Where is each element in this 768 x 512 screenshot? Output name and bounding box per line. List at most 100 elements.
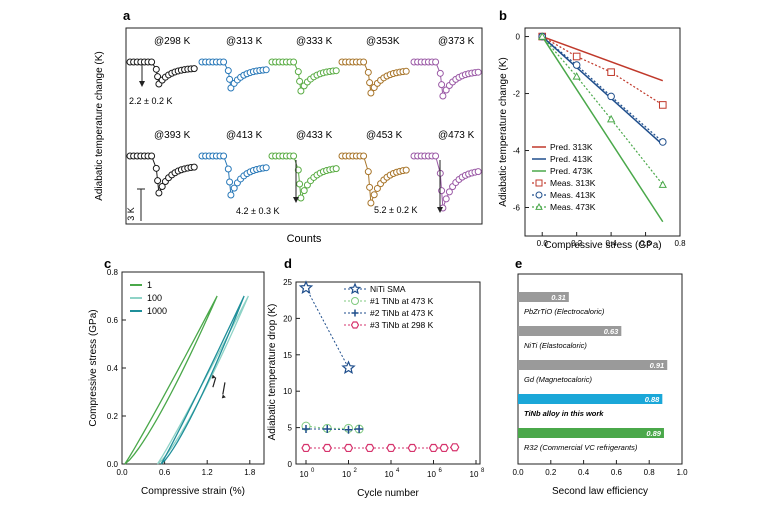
legend-label: #2 TiNb at 473 K [370,308,434,318]
y-tick-label: 0.4 [107,364,119,373]
trace-point [373,184,381,192]
panel-c-legend: 1 100 1000 [130,280,167,316]
trace-point [224,67,232,75]
series-line [305,287,349,369]
hysteresis-loop [124,295,218,465]
panel-e: Second law efficiency 0.0 0.2 0.4 0.6 0.8 1.0… [512,273,688,497]
panel-c-xlabel: Compressive strain (%) [141,486,245,497]
bar-value-label: 0.31 [551,293,566,302]
trace-point [227,84,235,92]
trace-point [230,184,238,192]
meas-line [541,36,664,106]
loading-arrowhead [211,374,216,379]
x-tick-exponent: 6 [439,468,443,474]
x-tick-label: 0.0 [512,468,524,477]
trace-point [402,166,410,174]
x-tick-label: 0.4 [606,239,618,248]
trace-point [296,77,304,85]
y-tick-label: 0 [516,33,521,42]
legend-marker [350,321,360,329]
x-tick-exponent: 0 [311,468,315,474]
meas-point [607,92,615,101]
temperature-label: @473 K [438,130,475,141]
panel-d-frame [295,281,481,465]
unloading-arrowhead [221,394,226,399]
bar [518,326,622,336]
meas-point [606,114,616,123]
trace-point [294,68,302,76]
panel-d-legend: NiTi SMA #1 TiNb at 473 K #2 TiNb at 473 K… [344,282,434,330]
legend-marker [351,297,359,305]
panel-d-ylabel: Adiabatic temperature drop (K) [267,304,278,441]
y-tick-label: 0 [288,460,293,469]
panel-d-xlabel: Cycle number [357,488,419,499]
legend-label: NiTi SMA [370,284,406,294]
panel-d: Cycle number Adiabatic temperature drop … [267,278,485,499]
bar [518,292,569,302]
temperature-label: @313 K [226,36,263,47]
trace-point [432,152,440,160]
x-tick-label: 0.6 [640,239,652,248]
meas-point [658,138,667,146]
meas-point [658,180,667,188]
legend-marker [535,191,543,199]
trace-point [296,180,304,188]
trace-point [438,81,446,89]
panel-e-xlabel: Second law efficiency [552,486,648,497]
x-tick-label: 0.0 [537,239,549,248]
trace-point [220,152,228,160]
legend-label: #1 TiNb at 473 K [370,296,434,306]
panel-label-d: d [284,256,292,271]
drop-arrowhead [293,197,299,203]
series-point [302,425,310,434]
series-point [341,360,356,375]
legend-label: 100 [147,293,162,303]
trace-point [154,177,162,185]
x-tick-label: 0.4 [578,468,590,477]
legend-marker [535,202,543,210]
trace-point [297,194,305,202]
panel-c: Compressive strain (%) Compressive stres… [88,268,265,497]
y-tick-label: -6 [513,204,521,213]
x-tick-exponent: 4 [396,468,400,474]
pred-line [541,36,664,223]
bar-value-label: 0.89 [646,429,661,438]
panel-a-annotation-3: 5.2 ± 0.2 K [374,205,417,215]
x-tick-label: 0.6 [159,468,171,477]
panel-b-xlabel: Compressive stress (GPa) [544,240,661,251]
x-tick-label: 0.2 [545,468,557,477]
temperature-label: @393 K [154,130,191,141]
x-tick-label: 0.8 [674,239,686,248]
series-point [428,443,439,453]
trace-point [226,178,234,186]
panel-a-annotation-2: 4.2 ± 0.3 K [236,206,279,216]
legend-label: Meas. 473K [550,202,596,212]
series-point [298,280,314,294]
panel-label-b: b [499,8,507,23]
drop-arrowhead [437,207,443,213]
trace-point [224,165,232,173]
x-tick-label: 0.0 [116,468,128,477]
x-tick-exponent: 2 [354,468,358,474]
trace-point [152,164,160,172]
trace-point [300,187,308,195]
bar-value-label: 0.91 [650,361,665,370]
series-point [407,443,417,453]
trace-point [262,164,270,172]
series-point [343,443,354,453]
y-tick-label: 25 [283,278,292,287]
trace-point [367,199,375,207]
x-tick-exponent: 8 [481,468,485,474]
panel-c-ylabel: Compressive stress (GPa) [88,309,99,426]
bar [518,394,663,404]
x-tick-label: 0.2 [571,239,583,248]
trace-point [442,195,450,203]
meas-point [658,101,667,109]
legend-marker [351,309,359,317]
bar-value-label: 0.63 [604,327,619,336]
trace-point [366,79,374,87]
legend-label: Pred. 313K [550,142,593,152]
panel-label-a: a [123,8,131,23]
temperature-label: @453 K [366,130,403,141]
series-point [323,425,332,434]
